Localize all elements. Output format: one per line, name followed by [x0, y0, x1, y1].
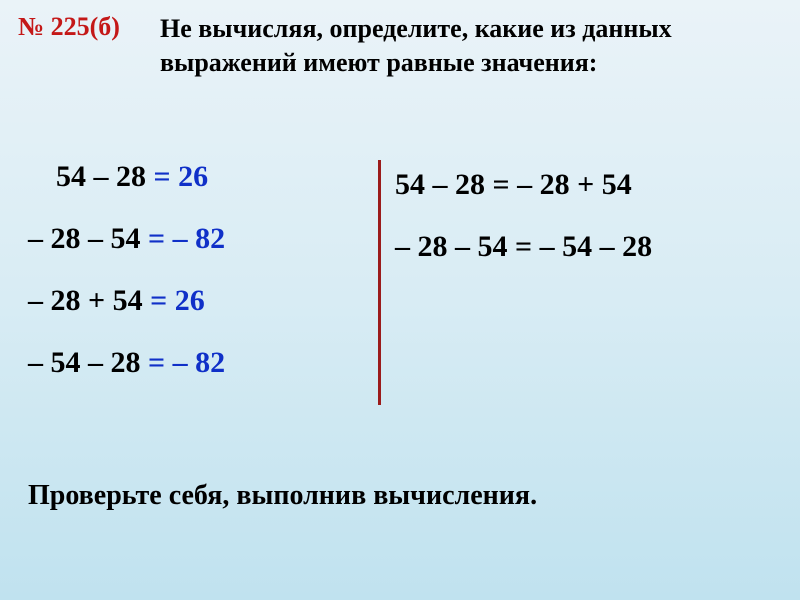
problem-number: № 225(б) — [18, 12, 120, 42]
equation-row: – 28 – 54 = – 54 – 28 — [395, 230, 775, 264]
expression-row: 54 – 28 = 26 — [56, 160, 368, 194]
expression-result: = – 82 — [148, 222, 225, 255]
expression-text: – 54 – 28 — [28, 346, 148, 379]
expression-result: = 26 — [150, 284, 205, 317]
left-expressions-column: 54 – 28 = 26 – 28 – 54 = – 82 – 28 + 54 … — [28, 160, 368, 408]
expression-text: – 28 + 54 — [28, 284, 150, 317]
expression-result: = – 82 — [148, 346, 225, 379]
expression-text: 54 – 28 — [56, 160, 154, 193]
equation-row: 54 – 28 = – 28 + 54 — [395, 168, 775, 202]
column-divider — [378, 160, 381, 405]
expression-row: – 28 + 54 = 26 — [28, 284, 368, 318]
expression-row: – 54 – 28 = – 82 — [28, 346, 368, 380]
footer-instruction: Проверьте себя, выполнив вычисления. — [28, 480, 537, 512]
right-equations-column: 54 – 28 = – 28 + 54 – 28 – 54 = – 54 – 2… — [395, 168, 775, 292]
question-text: Не вычисляя, определите, какие из данных… — [160, 12, 760, 80]
expression-text: – 28 – 54 — [28, 222, 148, 255]
expression-result: = 26 — [154, 160, 209, 193]
expression-row: – 28 – 54 = – 82 — [28, 222, 368, 256]
